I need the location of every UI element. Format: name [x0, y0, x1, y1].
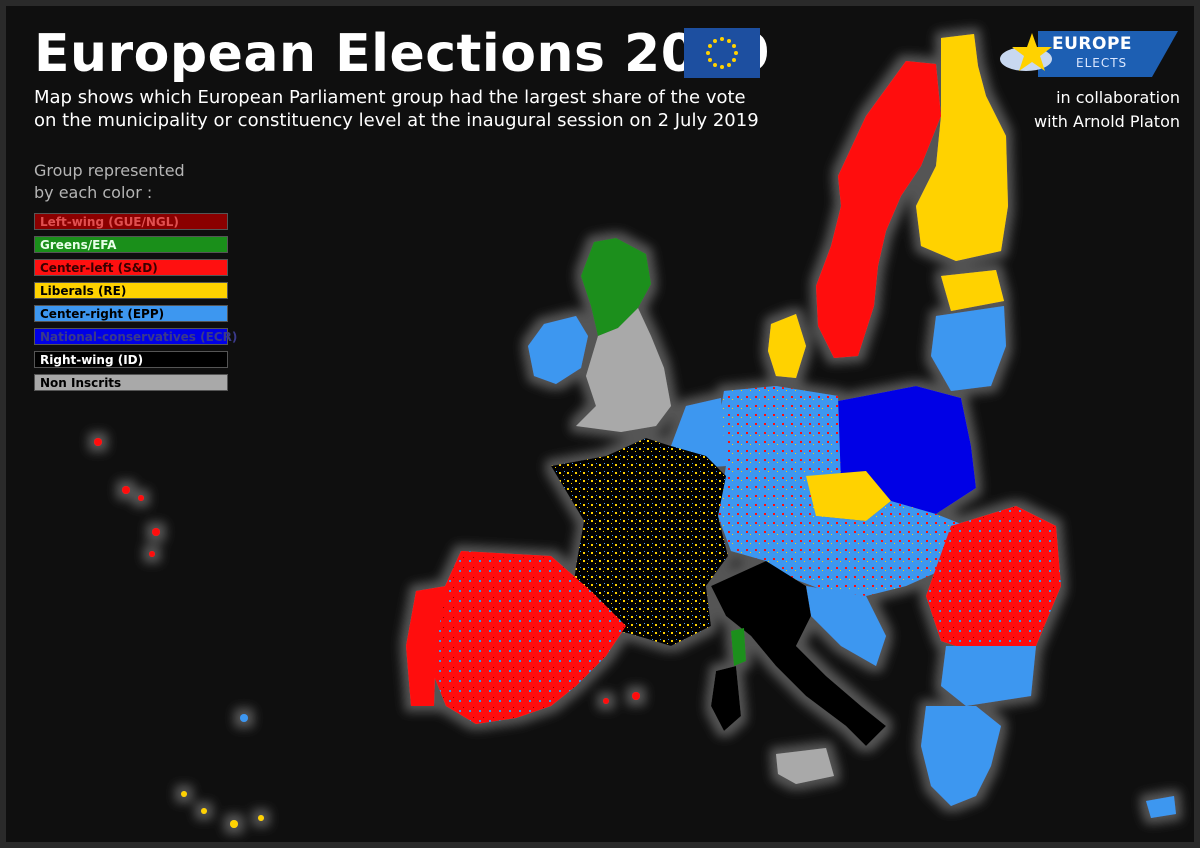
collaboration-credit: in collaboration with Arnold Platon: [1010, 86, 1180, 134]
region-italy: [711, 561, 886, 746]
legend: Left-wing (GUE/NGL) Greens/EFA Center-le…: [34, 213, 237, 397]
region-romania: [926, 506, 1061, 656]
logo-text-europe: EUROPE: [1052, 34, 1133, 54]
region-czechia: [806, 471, 891, 521]
island-8: [201, 808, 207, 814]
region-croatia: [806, 586, 886, 666]
region-corsica: [731, 628, 746, 666]
island-10: [258, 815, 264, 821]
island-4: [152, 528, 160, 536]
map-title: European Elections 2019: [34, 24, 771, 84]
legend-title-line-2: by each color :: [34, 183, 153, 202]
region-scotland: [581, 238, 651, 336]
subtitle-line-1: Map shows which European Parliament grou…: [34, 87, 746, 108]
legend-item-greens: Greens/EFA: [34, 236, 228, 253]
region-finland: [916, 34, 1008, 261]
island-1: [94, 438, 102, 446]
collab-line-1: in collaboration: [1056, 88, 1180, 107]
star-icon: [1012, 33, 1052, 71]
legend-item-ni: Non Inscrits: [34, 374, 228, 391]
legend-item-id: Right-wing (ID): [34, 351, 228, 368]
region-sardinia: [711, 666, 741, 731]
region-bulgaria: [941, 646, 1036, 706]
region-greece: [921, 706, 1001, 806]
region-ireland: [528, 316, 588, 384]
legend-item-ecr: National-conservatives (ECR): [34, 328, 237, 345]
legend-label-ni: Non Inscrits: [40, 376, 122, 390]
island-6: [240, 714, 248, 722]
legend-item-sd: Center-left (S&D): [34, 259, 228, 276]
region-spain: [426, 551, 626, 724]
eu-flag-icon: [684, 28, 760, 78]
legend-item-re: Liberals (RE): [34, 282, 228, 299]
europe-elects-logo: [1000, 31, 1178, 77]
region-denmark: [768, 314, 806, 378]
region-sicily: [776, 748, 834, 784]
europe-map: [94, 34, 1176, 828]
legend-label-epp: Center-right (EPP): [40, 307, 165, 321]
legend-label-re: Liberals (RE): [40, 284, 127, 298]
legend-label-id: Right-wing (ID): [40, 353, 144, 367]
region-portugal: [406, 586, 446, 706]
island-12: [603, 698, 609, 704]
island-3: [138, 495, 144, 501]
region-estonia: [941, 270, 1004, 311]
region-sweden: [816, 61, 941, 358]
legend-item-epp: Center-right (EPP): [34, 305, 228, 322]
region-germany: [718, 386, 841, 561]
island-7: [181, 791, 187, 797]
legend-label-sd: Center-left (S&D): [40, 261, 158, 275]
region-england: [576, 308, 671, 432]
map-frame: European Elections 2019 Map shows which …: [6, 6, 1194, 842]
legend-label-left: Left-wing (GUE/NGL): [40, 215, 179, 229]
legend-title: Group represented by each color :: [34, 160, 234, 204]
collab-line-2: with Arnold Platon: [1034, 112, 1180, 131]
subtitle-line-2: on the municipality or constituency leve…: [34, 110, 759, 131]
region-cyprus: [1146, 796, 1176, 818]
legend-label-greens: Greens/EFA: [40, 238, 117, 252]
legend-label-ecr: National-conservatives (ECR): [40, 330, 238, 344]
region-france: [551, 438, 728, 646]
legend-title-line-1: Group represented: [34, 161, 185, 180]
legend-item-left: Left-wing (GUE/NGL): [34, 213, 228, 230]
region-central-east: [766, 501, 966, 596]
island-5: [149, 551, 155, 557]
map-subtitle: Map shows which European Parliament grou…: [34, 86, 794, 132]
logo-text-elects: ELECTS: [1076, 56, 1128, 70]
island-9: [230, 820, 238, 828]
region-baltics: [931, 306, 1006, 391]
island-11: [632, 692, 640, 700]
island-2: [122, 486, 130, 494]
